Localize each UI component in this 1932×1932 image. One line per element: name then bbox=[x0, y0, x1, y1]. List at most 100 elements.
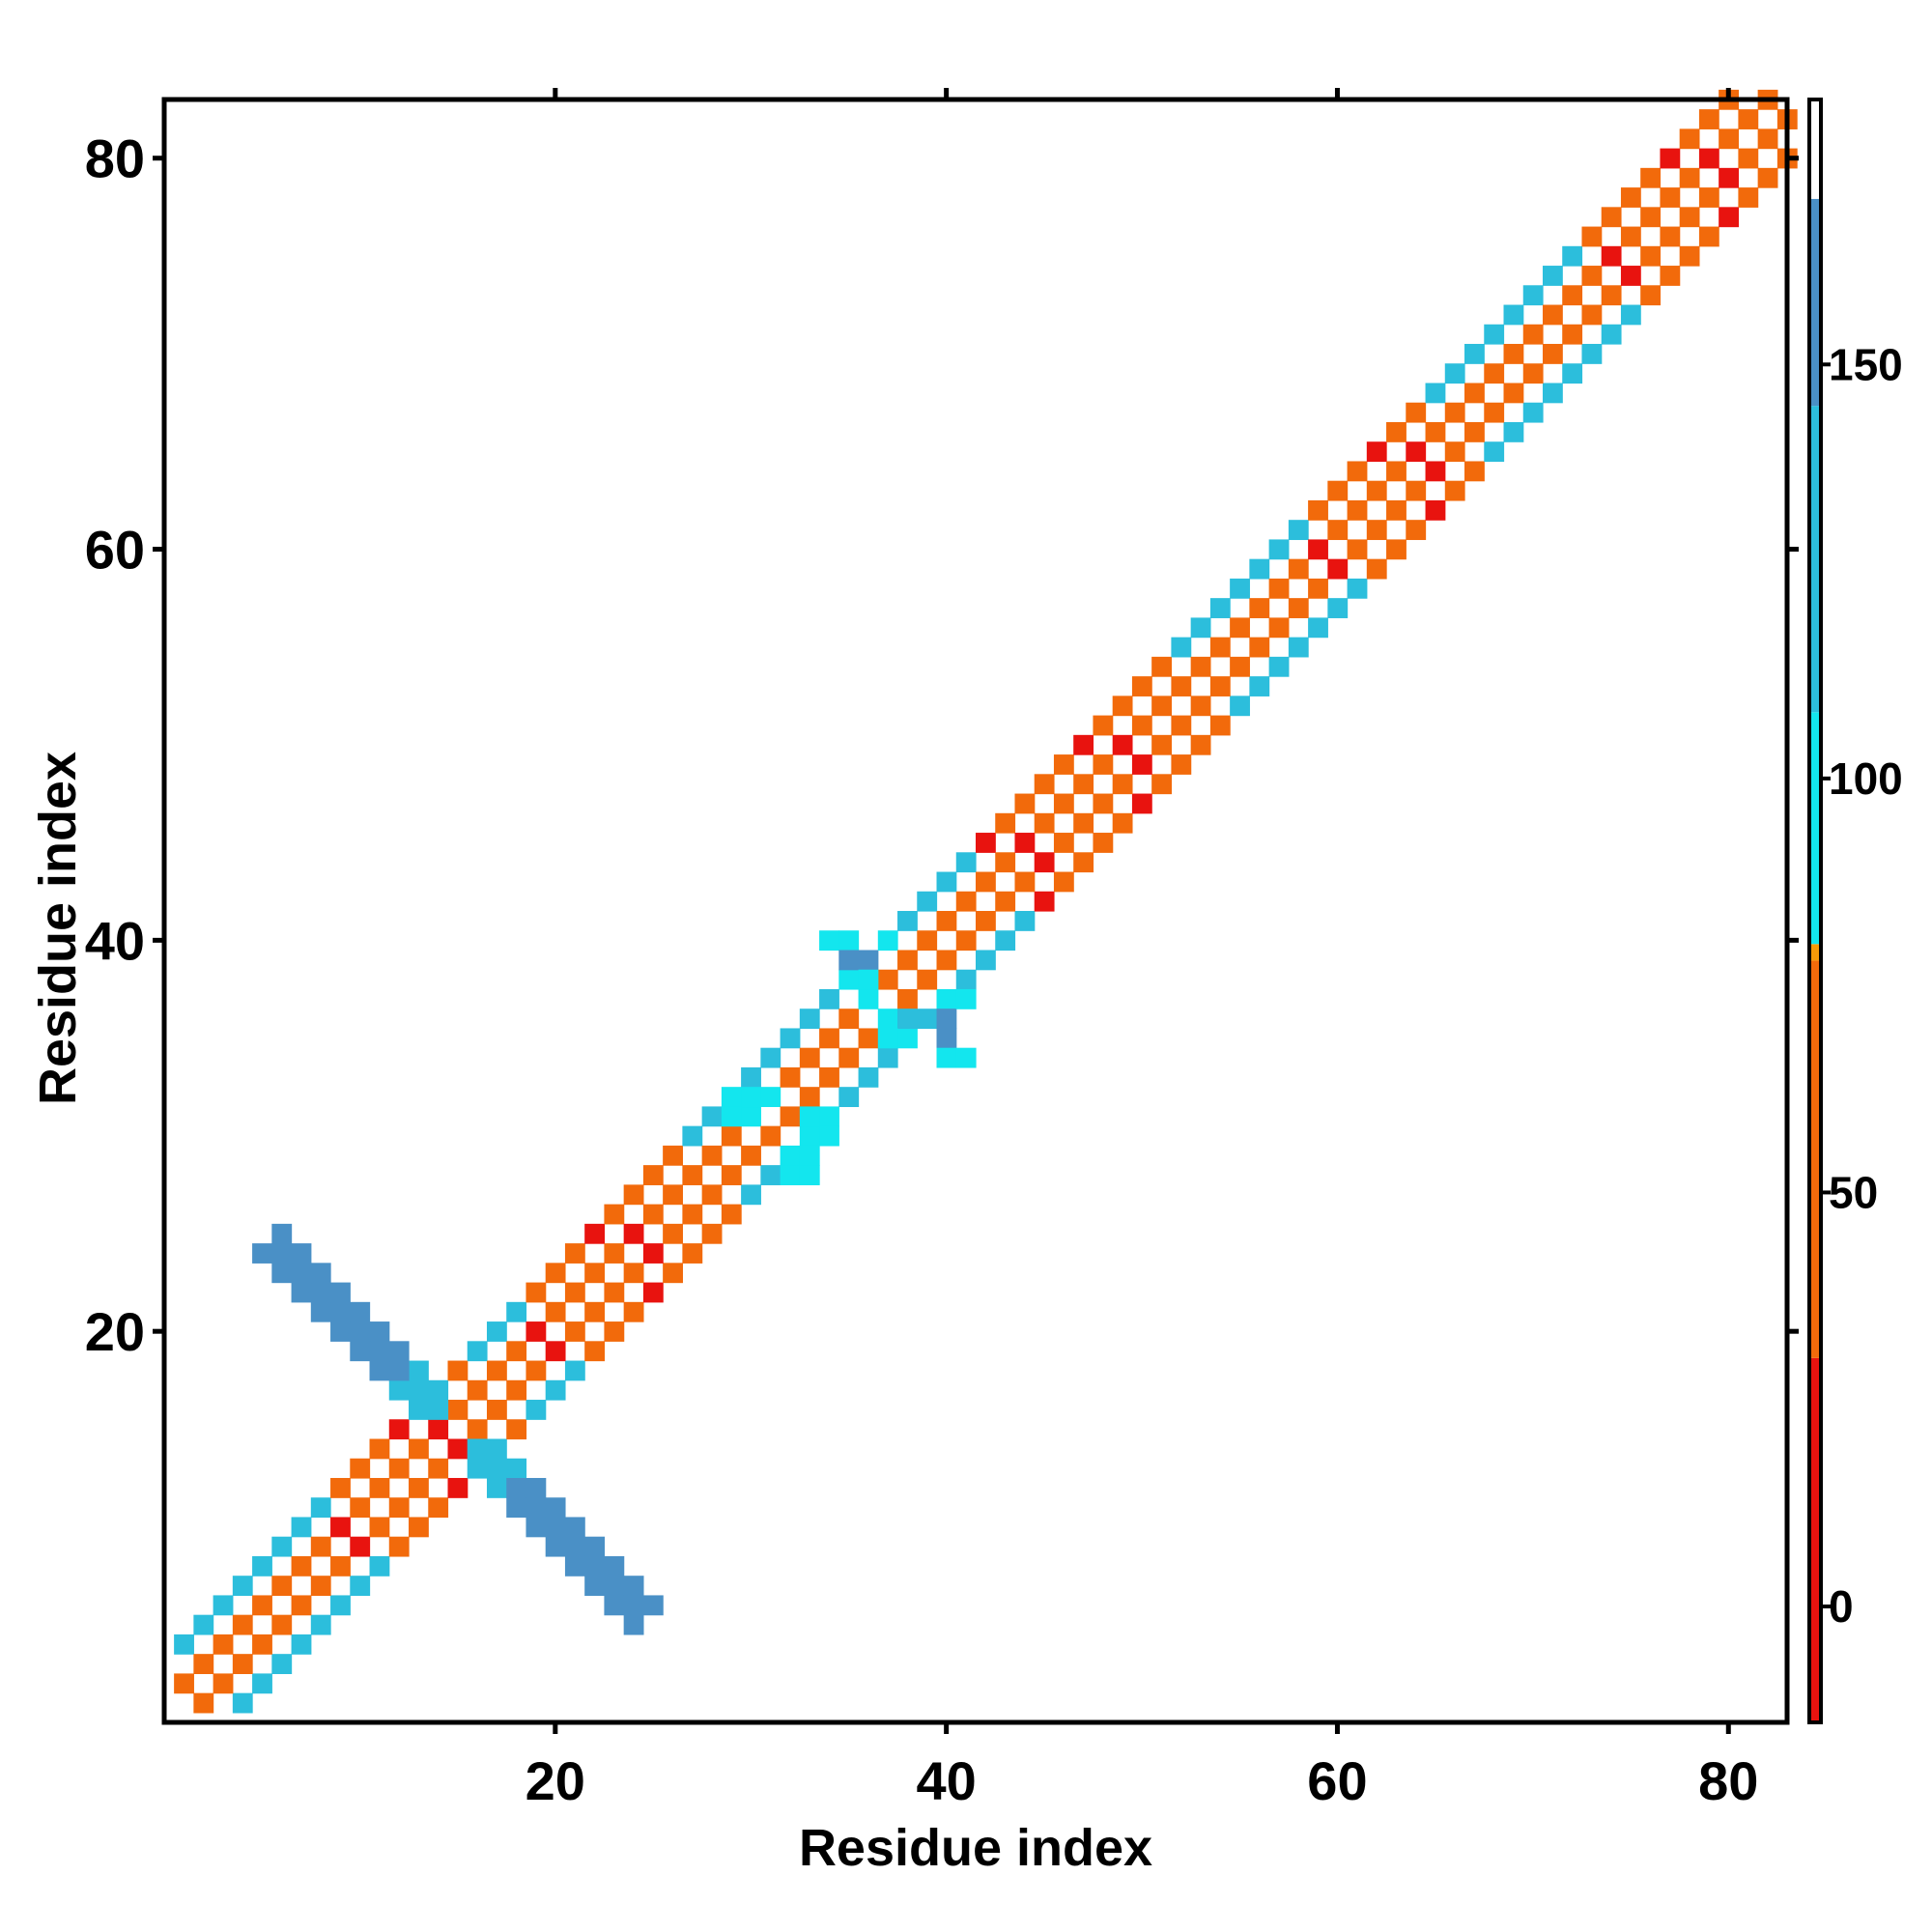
colorbar-frame bbox=[1807, 98, 1823, 1724]
heatmap-cell bbox=[741, 1145, 761, 1166]
heatmap-cell bbox=[1093, 754, 1114, 775]
heatmap-cell bbox=[1620, 304, 1641, 326]
heatmap-cell bbox=[1268, 656, 1290, 677]
heatmap-cell bbox=[741, 1087, 761, 1108]
heatmap-cell bbox=[310, 1536, 331, 1557]
heatmap-cell bbox=[1620, 187, 1641, 208]
heatmap-cell bbox=[1171, 676, 1192, 696]
heatmap-cell bbox=[1719, 167, 1739, 188]
heatmap-cell bbox=[1249, 558, 1270, 580]
heatmap-cell bbox=[1444, 363, 1465, 384]
heatmap-cell bbox=[721, 1106, 742, 1127]
heatmap-cell bbox=[936, 911, 957, 931]
heatmap-cell bbox=[486, 1477, 507, 1498]
heatmap-cell bbox=[330, 1477, 351, 1498]
heatmap-cell bbox=[545, 1301, 566, 1322]
heatmap-cell bbox=[1698, 226, 1719, 247]
heatmap-cell bbox=[760, 1165, 781, 1185]
heatmap-cell bbox=[1014, 793, 1036, 814]
heatmap-cell bbox=[1366, 558, 1387, 580]
heatmap-cell bbox=[936, 871, 957, 893]
heatmap-cell bbox=[428, 1497, 449, 1519]
heatmap-cell bbox=[623, 1595, 644, 1616]
heatmap-cell bbox=[701, 1145, 723, 1166]
heatmap-cell bbox=[193, 1614, 214, 1635]
heatmap-cell bbox=[917, 891, 938, 912]
heatmap-cell bbox=[291, 1263, 312, 1284]
heatmap-cell bbox=[1073, 852, 1094, 873]
heatmap-cell bbox=[291, 1555, 312, 1577]
heatmap-cell bbox=[486, 1360, 507, 1381]
heatmap-cell bbox=[1171, 754, 1192, 775]
heatmap-cell bbox=[936, 1009, 957, 1030]
heatmap-cell bbox=[291, 1517, 312, 1538]
heatmap-cell bbox=[369, 1517, 390, 1538]
heatmap-cell bbox=[1660, 148, 1681, 169]
heatmap-cell bbox=[174, 1673, 194, 1694]
heatmap-cell bbox=[760, 1125, 781, 1147]
heatmap-cell bbox=[877, 969, 898, 990]
heatmap-cell bbox=[604, 1282, 625, 1303]
heatmap-cell bbox=[1660, 266, 1681, 286]
heatmap-cell bbox=[976, 871, 996, 893]
heatmap-cell bbox=[1073, 734, 1094, 755]
colorbar-segment bbox=[1809, 406, 1821, 713]
heatmap-cell bbox=[369, 1438, 390, 1460]
heatmap-cell bbox=[232, 1654, 253, 1674]
heatmap-cell bbox=[623, 1263, 644, 1284]
heatmap-cell bbox=[467, 1458, 488, 1479]
heatmap-cell bbox=[1406, 402, 1427, 423]
heatmap-cell bbox=[271, 1576, 293, 1597]
heatmap-cell bbox=[701, 1184, 723, 1206]
heatmap-cell bbox=[1542, 383, 1563, 404]
heatmap-cell bbox=[1230, 656, 1250, 677]
heatmap-cell bbox=[1230, 617, 1250, 639]
heatmap-cell bbox=[1522, 363, 1544, 384]
heatmap-cell bbox=[799, 1087, 820, 1108]
heatmap-cell bbox=[252, 1595, 272, 1616]
heatmap-cell bbox=[976, 911, 996, 931]
heatmap-cell bbox=[1288, 598, 1309, 618]
heatmap-cell bbox=[1327, 480, 1349, 501]
x-tick-label: 40 bbox=[916, 1750, 976, 1811]
heatmap-cell bbox=[819, 988, 839, 1009]
heatmap-cell bbox=[1112, 774, 1133, 795]
heatmap-cell bbox=[564, 1321, 585, 1342]
heatmap-cell bbox=[252, 1673, 272, 1694]
heatmap-cell bbox=[838, 1087, 860, 1108]
heatmap-cell bbox=[545, 1536, 566, 1557]
heatmap-cell bbox=[780, 1165, 801, 1185]
heatmap-cell bbox=[799, 1106, 820, 1127]
heatmap-cell bbox=[1288, 558, 1309, 580]
heatmap-cell bbox=[955, 852, 977, 873]
heatmap-cell bbox=[1190, 734, 1211, 755]
heatmap-cell bbox=[1171, 637, 1192, 658]
heatmap-cell bbox=[936, 988, 957, 1009]
heatmap-cell bbox=[1112, 696, 1133, 717]
heatmap-cell bbox=[1601, 245, 1622, 267]
heatmap-cell bbox=[1698, 187, 1719, 208]
heatmap-cell bbox=[1308, 617, 1328, 639]
colorbar-segment bbox=[1809, 944, 1821, 961]
heatmap-cell bbox=[1151, 696, 1173, 717]
heatmap-cell bbox=[1053, 871, 1074, 893]
heatmap-cell bbox=[1073, 812, 1094, 834]
heatmap-cell bbox=[506, 1341, 527, 1362]
heatmap-cell bbox=[506, 1497, 527, 1519]
heatmap-cell bbox=[330, 1282, 351, 1303]
heatmap-cell bbox=[369, 1360, 390, 1381]
colorbar-tick-label: 100 bbox=[1829, 753, 1903, 804]
heatmap-cell bbox=[838, 969, 860, 990]
heatmap-cell bbox=[310, 1614, 331, 1635]
heatmap-cell bbox=[1425, 461, 1446, 482]
heatmap-cell bbox=[1503, 304, 1524, 326]
heatmap-cell bbox=[388, 1458, 410, 1479]
heatmap-cell bbox=[291, 1282, 312, 1303]
heatmap-cell bbox=[271, 1614, 293, 1635]
heatmap-cell bbox=[330, 1301, 351, 1322]
heatmap-cell bbox=[1268, 617, 1290, 639]
plot-frame bbox=[161, 97, 1790, 1725]
heatmap-cell bbox=[1093, 715, 1114, 736]
heatmap-cell bbox=[1757, 128, 1778, 150]
heatmap-cell bbox=[506, 1458, 527, 1479]
